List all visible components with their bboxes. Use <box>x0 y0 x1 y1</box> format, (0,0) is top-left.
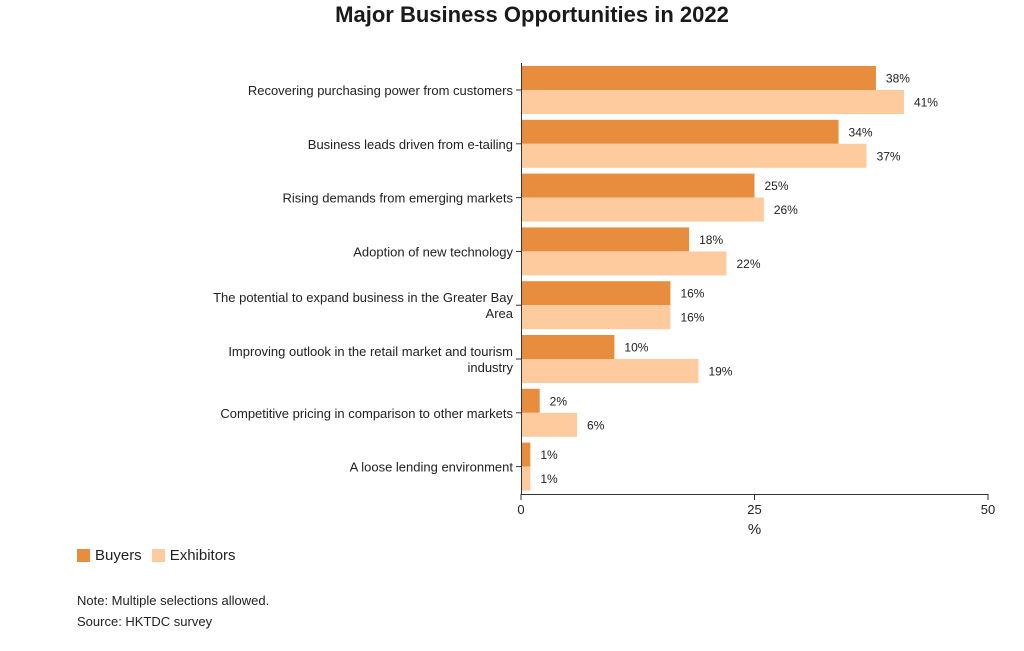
x-tick-label-25: 25 <box>747 502 761 517</box>
data-label-buyers-improving-outlook-in-the-retail-market-and-tourism-industry: 10% <box>624 341 648 355</box>
bar-buyers-rising-demands-from-emerging-markets <box>521 173 755 198</box>
data-label-exhibitors-a-loose-lending-environment: 1% <box>540 472 558 486</box>
category-label-a-loose-lending-environment: A loose lending environment <box>350 460 514 475</box>
bar-buyers-the-potential-to-expand-business-in-the-greater-bay-area <box>521 281 671 306</box>
data-label-exhibitors-business-leads-driven-from-e-tailing: 37% <box>877 149 901 163</box>
x-axis-label: % <box>748 521 761 538</box>
data-label-buyers-adoption-of-new-technology: 18% <box>699 233 723 247</box>
data-label-buyers-rising-demands-from-emerging-markets: 25% <box>765 179 789 193</box>
data-label-exhibitors-recovering-purchasing-power-from-customers: 41% <box>914 96 938 110</box>
bar-exhibitors-adoption-of-new-technology <box>521 251 727 276</box>
bar-exhibitors-recovering-purchasing-power-from-customers <box>521 90 904 114</box>
legend-item-buyers[interactable]: Buyers <box>77 547 142 564</box>
bar-exhibitors-rising-demands-from-emerging-markets <box>521 197 764 222</box>
legend-label-buyers: Buyers <box>95 547 142 564</box>
category-labels-layer: 38% 41% Recovering purchasing power from c… <box>213 72 938 487</box>
data-label-exhibitors-competitive-pricing-in-comparison-to-other-markets: 6% <box>587 418 605 432</box>
bar-buyers-a-loose-lending-environment <box>521 442 531 467</box>
bar-buyers-adoption-of-new-technology <box>521 227 690 252</box>
x-tick-label-0: 0 <box>517 502 524 517</box>
bar-exhibitors-the-potential-to-expand-business-in-the-greater-bay-area <box>521 305 671 330</box>
data-label-exhibitors-the-potential-to-expand-business-in-the-greater-bay-area: 16% <box>680 311 704 325</box>
bars-layer <box>521 66 904 491</box>
category-label-recovering-purchasing-power-from-customers: Recovering purchasing power from custome… <box>248 83 514 98</box>
category-label-rising-demands-from-emerging-markets: Rising demands from emerging markets <box>283 191 514 206</box>
category-label-business-leads-driven-from-e-tailing: Business leads driven from e-tailing <box>308 137 513 152</box>
legend-item-exhibitors[interactable]: Exhibitors <box>151 547 236 564</box>
bar-buyers-improving-outlook-in-the-retail-market-and-tourism-industry <box>521 335 615 359</box>
axes-layer: 0 25 50% <box>516 63 995 538</box>
data-label-buyers-the-potential-to-expand-business-in-the-greater-bay-area: 16% <box>680 287 704 301</box>
data-label-exhibitors-adoption-of-new-technology: 22% <box>736 257 760 271</box>
bar-exhibitors-business-leads-driven-from-e-tailing <box>521 143 867 168</box>
data-label-buyers-a-loose-lending-environment: 1% <box>540 448 558 462</box>
bar-buyers-competitive-pricing-in-comparison-to-other-markets <box>521 388 540 413</box>
bar-buyers-recovering-purchasing-power-from-customers <box>521 66 876 90</box>
bar-exhibitors-competitive-pricing-in-comparison-to-other-markets <box>521 412 578 437</box>
legend-swatch-buyers <box>77 549 90 562</box>
data-label-exhibitors-improving-outlook-in-the-retail-market-and-tourism-industry: 19% <box>708 365 732 379</box>
category-label-improving-outlook-in-the-retail-market-and-tourism-industry: Improving outlook in the retail market a… <box>228 344 513 375</box>
note-text: Note: Multiple selections allowed. <box>77 593 270 608</box>
category-label-the-potential-to-expand-business-in-the-greater-bay-area: The potential to expand business in the … <box>213 290 514 321</box>
category-label-competitive-pricing-in-comparison-to-other-markets: Competitive pricing in comparison to oth… <box>220 406 513 421</box>
data-label-exhibitors-rising-demands-from-emerging-markets: 26% <box>774 203 798 217</box>
category-label-adoption-of-new-technology: Adoption of new technology <box>353 244 513 259</box>
chart-title: Major Business Opportunities in 2022 <box>335 2 729 27</box>
data-label-buyers-business-leads-driven-from-e-tailing: 34% <box>849 125 873 139</box>
bar-buyers-business-leads-driven-from-e-tailing <box>521 119 839 144</box>
bar-exhibitors-a-loose-lending-environment <box>521 466 531 491</box>
legend-label-exhibitors: Exhibitors <box>169 547 236 564</box>
data-label-buyers-competitive-pricing-in-comparison-to-other-markets: 2% <box>550 394 568 408</box>
chart-notes: Note: Multiple selections allowed. Sourc… <box>77 590 269 632</box>
bar-exhibitors-improving-outlook-in-the-retail-market-and-tourism-industry <box>521 359 699 383</box>
x-tick-label-50: 50 <box>981 502 995 517</box>
source-text: Source: HKTDC survey <box>77 614 213 629</box>
data-label-buyers-recovering-purchasing-power-from-customers: 38% <box>886 72 910 86</box>
legend-swatch-exhibitors <box>151 549 165 562</box>
legend: Buyers Exhibitors <box>77 547 246 564</box>
